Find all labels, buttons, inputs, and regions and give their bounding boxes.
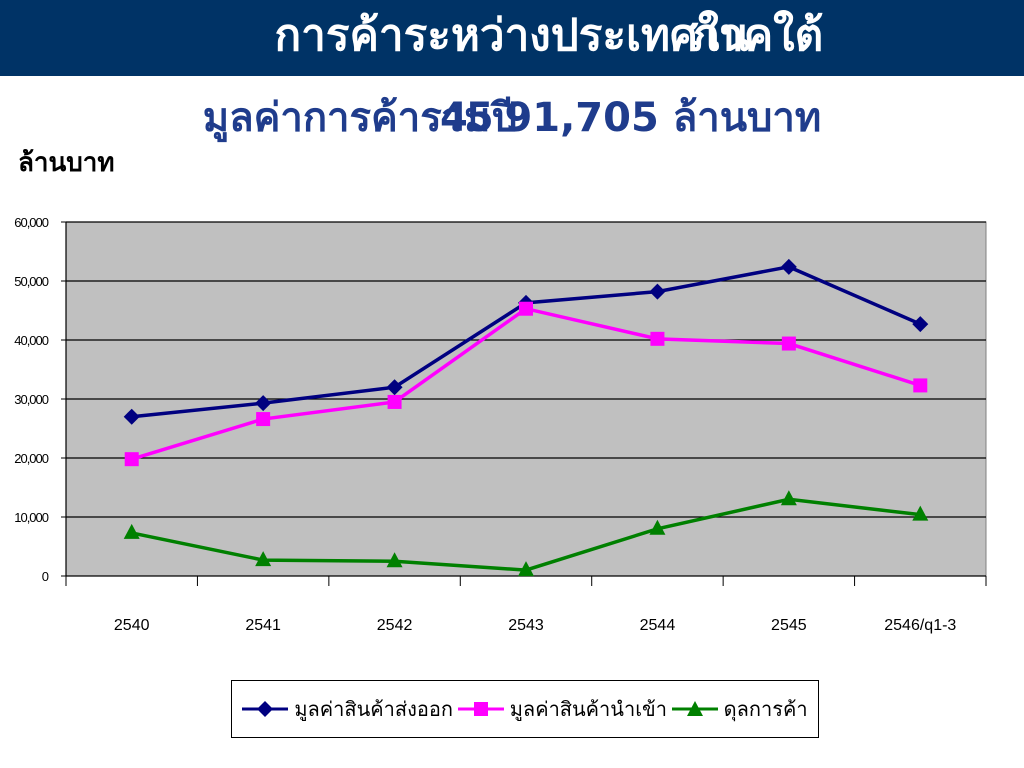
x-tick-label: 2541 [245, 617, 281, 634]
data-point-import [124, 452, 139, 467]
chart-legend: มูลค่าสินค้าส่งออก มูลค่าสินค้านำเข้า ดุ… [231, 680, 819, 738]
title-bar [0, 0, 1024, 76]
legend-label-export: มูลค่าสินค้าส่งออก [294, 697, 454, 721]
line-chart: 0 10,000 20,000 30,000 40,000 50,000 60,000 254… [14, 215, 987, 634]
y-tick-label: 50,000 [14, 274, 49, 289]
x-tick-label: 2544 [640, 617, 676, 634]
legend-swatch-export [242, 701, 289, 717]
data-point-balance [912, 505, 929, 521]
y-axis-unit-label: ล้านบาท [18, 148, 115, 178]
data-point-balance [386, 552, 403, 568]
data-point-import [256, 412, 271, 427]
data-point-import [781, 336, 796, 351]
data-point-export [649, 283, 666, 300]
data-point-balance [780, 490, 797, 506]
x-tick-label: 2545 [771, 617, 807, 634]
data-point-import [387, 394, 402, 409]
x-tick-label: 2542 [377, 617, 413, 634]
page-title-overlay: ภาคใต้ [690, 10, 824, 61]
x-tick-label: 2543 [508, 617, 544, 634]
legend-swatch-import [457, 702, 504, 716]
data-point-export [255, 395, 272, 412]
x-tick-label: 2540 [114, 617, 150, 634]
y-tick-label: 30,000 [14, 392, 49, 407]
data-point-balance [649, 519, 666, 535]
data-point-balance [255, 551, 272, 567]
legend-swatch-balance [671, 701, 718, 716]
data-point-import [913, 378, 928, 393]
data-point-export [123, 408, 140, 425]
subtitle-overlay: 45ปี [440, 95, 517, 141]
data-point-export [386, 379, 403, 396]
x-tick-label: 2546/q1-3 [884, 617, 956, 634]
legend-item-balance: ดุลการค้า [671, 693, 808, 725]
page-title: การค้าระหว่างประเทศใน [274, 10, 750, 61]
data-point-import [650, 331, 665, 346]
data-point-import [519, 301, 533, 316]
data-point-balance [518, 561, 534, 577]
y-tick-label: 60,000 [14, 215, 49, 230]
legend-item-import: มูลค่าสินค้านำเข้า [457, 693, 667, 725]
subtitle: มูลค่าการค้ารวม 91,705 ล้านบาท [202, 95, 822, 141]
y-tick-label: 40,000 [14, 333, 49, 348]
legend-label-balance: ดุลการค้า [723, 697, 808, 721]
data-point-export [780, 258, 797, 275]
y-tick-label: 0 [42, 569, 49, 584]
legend-label-import: มูลค่าสินค้านำเข้า [509, 697, 667, 721]
legend-item-export: มูลค่าสินค้าส่งออก [242, 693, 453, 725]
y-tick-label: 10,000 [14, 510, 49, 525]
y-tick-label: 20,000 [14, 451, 49, 466]
data-point-export [912, 316, 929, 333]
data-point-balance [123, 523, 140, 539]
